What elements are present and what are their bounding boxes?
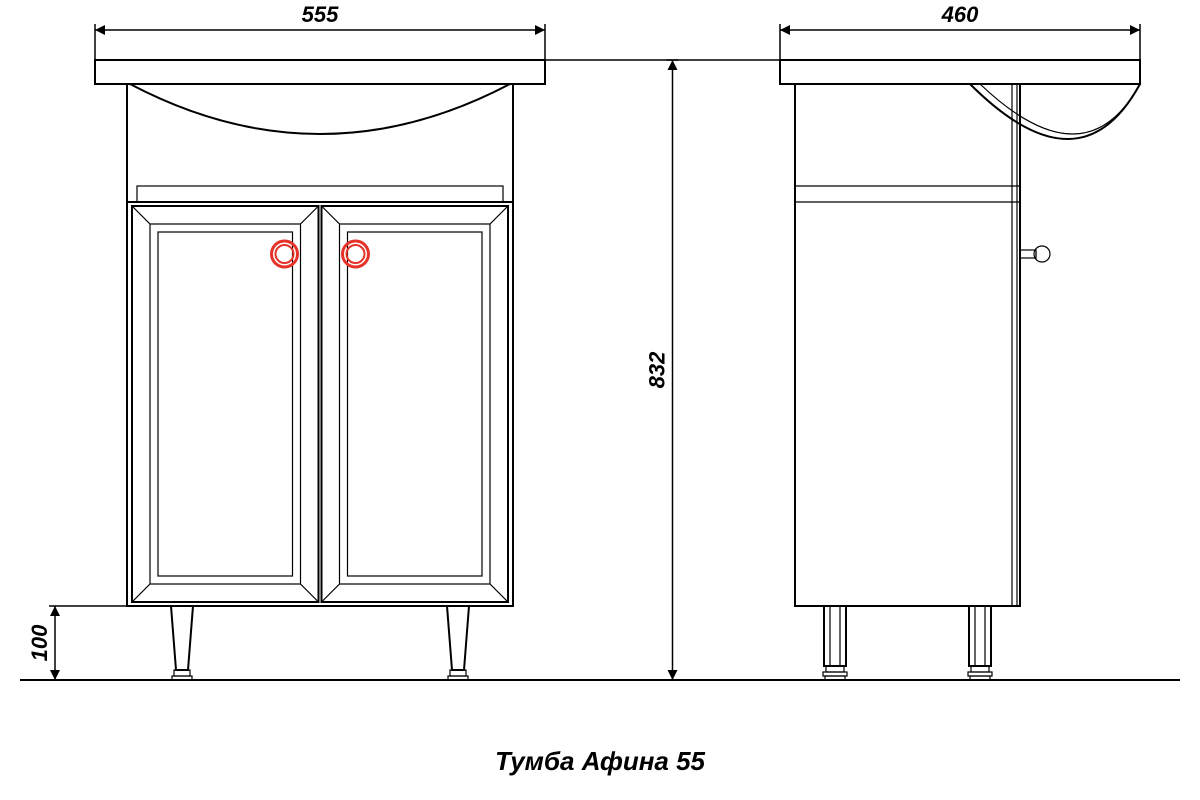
- dimension-label: 832: [645, 351, 670, 388]
- side-view: [780, 60, 1140, 680]
- dimension-label: 100: [27, 624, 52, 661]
- dimension-label: 460: [941, 2, 979, 27]
- front-view: [95, 60, 545, 680]
- drawing-title: Тумба Афина 55: [495, 746, 706, 776]
- dimension-label: 555: [302, 2, 339, 27]
- side-dimensions: 460 832: [545, 2, 1140, 680]
